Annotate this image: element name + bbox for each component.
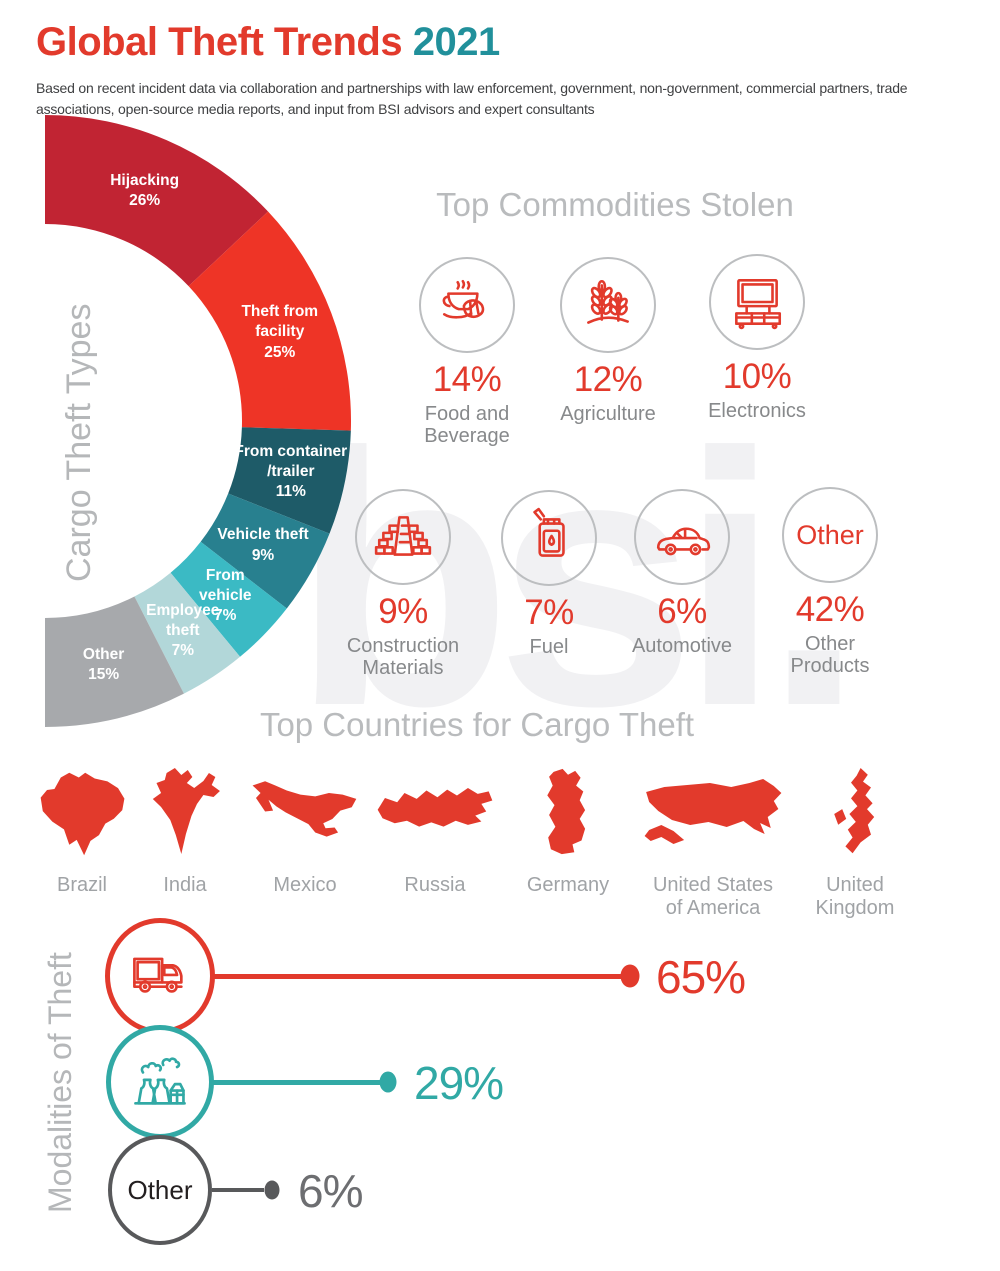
- uk-map: [834, 767, 875, 854]
- truck-icon: [133, 957, 183, 993]
- modality-bar-line: [212, 1188, 264, 1192]
- country-item: Russia: [374, 762, 496, 897]
- country-label: United Kingdom: [815, 874, 895, 919]
- commodity-label: Fuel: [529, 636, 569, 658]
- commodity-label: Other Products: [790, 633, 870, 678]
- modality-circle-truck: [105, 918, 215, 1034]
- modality-value: 29%: [414, 1057, 504, 1109]
- commodity-percent: 10%: [722, 357, 792, 396]
- country-label: Mexico: [273, 874, 337, 896]
- country-label: Germany: [526, 874, 610, 896]
- donut-segment-label: Vehicle theft 9%: [217, 526, 309, 564]
- mexico-map: [252, 781, 357, 837]
- donut-segment-label: Employee theft 7%: [146, 601, 220, 659]
- country-item: Germany: [523, 762, 613, 897]
- tv-console-icon: [735, 279, 782, 330]
- page-title-main: Global Theft Trends: [36, 20, 403, 64]
- country-label: United States of America: [652, 874, 774, 919]
- india-map: [152, 768, 220, 854]
- country-item: Brazil: [29, 762, 135, 897]
- country-item: Mexico: [248, 762, 362, 897]
- car-icon: [656, 527, 711, 556]
- commodity-label: Electronics: [708, 400, 806, 422]
- commodity-circle: Other: [782, 487, 878, 583]
- donut-segment-label: Theft from facility 25%: [241, 303, 319, 361]
- modality-circle-factory: [106, 1025, 214, 1139]
- commodity-circle: [634, 489, 730, 585]
- commodity-circle: [355, 489, 451, 585]
- country-label: Russia: [404, 874, 466, 896]
- country-item: United States of America: [637, 762, 789, 920]
- commodity-item: 7% Fuel: [464, 490, 634, 658]
- commodity-item: 9% Construction Materials: [318, 489, 488, 680]
- modality-bar-line: [212, 1079, 380, 1085]
- commodity-item: 6% Automotive: [597, 489, 767, 657]
- cargo-theft-types-side-label: Cargo Theft Types: [60, 303, 98, 583]
- countries-section-title: Top Countries for Cargo Theft: [259, 706, 695, 743]
- modality-value: 65%: [656, 951, 746, 1003]
- page-subtitle: Based on recent incident data via collab…: [36, 80, 908, 117]
- germany-map: [547, 768, 586, 855]
- commodity-percent: 6%: [657, 592, 707, 631]
- country-label: India: [163, 874, 207, 896]
- usa-map: [644, 779, 782, 844]
- modality-dot: [379, 1071, 397, 1093]
- commodity-circle: [709, 254, 805, 350]
- commodity-item: Other 42% Other Products: [745, 487, 915, 678]
- jerry-can-icon: [533, 507, 565, 557]
- commodity-label: Automotive: [631, 635, 733, 657]
- commodity-percent: 12%: [573, 360, 643, 399]
- country-label: Brazil: [56, 874, 107, 896]
- country-item: India: [139, 762, 231, 897]
- commodity-circle: [560, 257, 656, 353]
- commodity-circle: [419, 257, 515, 353]
- commodity-percent: 7%: [524, 593, 574, 632]
- modality-dot: [264, 1180, 280, 1200]
- wheat-icon: [587, 279, 629, 324]
- commodity-circle: [501, 490, 597, 586]
- commodity-percent: 14%: [432, 360, 502, 399]
- page-title: Global Theft Trends 2021: [36, 20, 500, 65]
- commodity-item: 14% Food and Beverage: [382, 257, 552, 448]
- coffee-croissant-icon: [442, 279, 485, 319]
- brazil-map: [40, 772, 125, 856]
- page-title-year: 2021: [412, 20, 500, 64]
- commodity-item: 10% Electronics: [672, 254, 842, 422]
- commodity-label: Food and Beverage: [424, 403, 510, 448]
- commodity-circle-text: Other: [796, 519, 864, 550]
- commodity-item: 12% Agriculture: [523, 257, 693, 425]
- modality-bar-line: [212, 973, 622, 979]
- commodity-label: Agriculture: [560, 403, 656, 425]
- modality-circle-text: Other: [127, 1174, 193, 1205]
- modalities-side-label: Modalities of Theft: [42, 952, 78, 1214]
- country-item: United Kingdom: [815, 762, 895, 920]
- commodities-section-title: Top Commodities Stolen: [436, 186, 794, 223]
- commodity-label: Construction Materials: [346, 635, 460, 680]
- factory-icon: [134, 1057, 186, 1105]
- donut-segment-label: Other 15%: [82, 645, 125, 684]
- modality-value: 6%: [298, 1165, 363, 1217]
- brick-pyramid-icon: [374, 516, 432, 556]
- modality-dot: [620, 964, 640, 988]
- commodity-percent: 42%: [795, 590, 865, 629]
- commodity-percent: 9%: [378, 592, 428, 631]
- modality-circle-other: Other: [108, 1135, 212, 1245]
- russia-map: [377, 787, 493, 827]
- donut-segment-label: Hijacking 26%: [110, 171, 180, 209]
